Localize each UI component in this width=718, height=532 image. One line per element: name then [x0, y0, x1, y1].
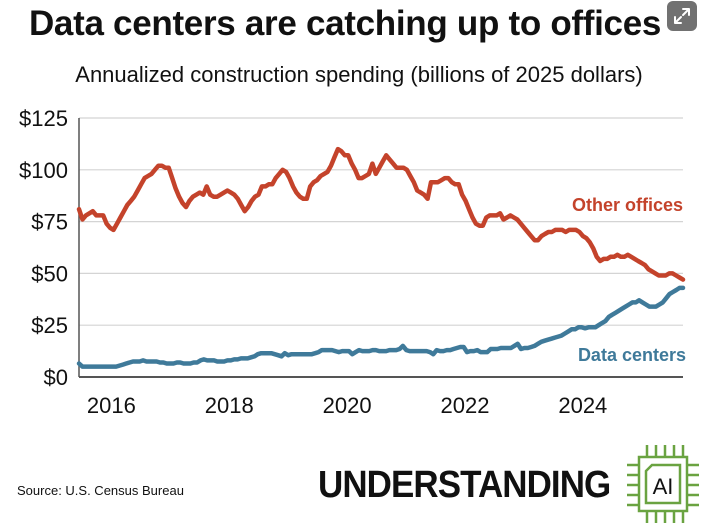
line-chart: $0 $25 $50 $75 $100 $125 2016 2018 2020 2022 2024…	[19, 106, 686, 418]
series-labels: Other offices Data centers	[572, 195, 686, 365]
y-tick-label: $50	[31, 261, 68, 286]
expand-arrows-icon	[674, 8, 690, 24]
y-tick-label: $100	[19, 158, 68, 183]
series-lines	[76, 146, 686, 369]
expand-button[interactable]	[667, 1, 697, 31]
y-tick-label: $0	[44, 365, 68, 390]
series-line-data-centers	[76, 285, 686, 369]
series-label-other-offices: Other offices	[572, 195, 683, 215]
gridlines	[79, 117, 683, 326]
chart-title: Data centers are catching up to offices	[28, 4, 662, 43]
x-tick-label: 2020	[323, 393, 372, 418]
y-axis-ticks: $0 $25 $50 $75 $100 $125	[19, 106, 68, 390]
axes	[78, 118, 683, 378]
y-tick-label: $25	[31, 313, 68, 338]
x-tick-label: 2018	[205, 393, 254, 418]
brand-wordmark: UNDERSTANDING	[318, 464, 611, 506]
x-axis-ticks: 2016 2018 2020 2022 2024	[87, 393, 607, 418]
x-tick-label: 2022	[440, 393, 489, 418]
y-tick-label: $75	[31, 210, 68, 235]
source-note: Source: U.S. Census Bureau	[17, 483, 184, 498]
logo-text: AI	[653, 474, 674, 499]
series-line-other-offices	[76, 146, 686, 282]
x-tick-label: 2016	[87, 393, 136, 418]
chart-subtitle: Annualized construction spending (billio…	[75, 62, 643, 87]
x-tick-label: 2024	[558, 393, 607, 418]
chip-icon: AI	[627, 445, 699, 523]
series-label-data-centers: Data centers	[578, 345, 686, 365]
y-tick-label: $125	[19, 106, 68, 131]
